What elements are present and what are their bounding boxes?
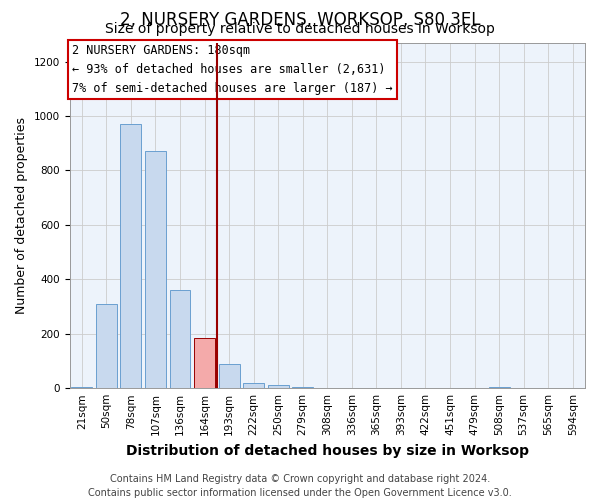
Bar [96, 304, 117, 388]
Bar [218, 364, 239, 388]
X-axis label: Distribution of detached houses by size in Worksop: Distribution of detached houses by size … [126, 444, 529, 458]
Text: Size of property relative to detached houses in Worksop: Size of property relative to detached ho… [105, 22, 495, 36]
Bar [268, 386, 289, 388]
Bar [170, 290, 190, 388]
Text: Contains HM Land Registry data © Crown copyright and database right 2024.
Contai: Contains HM Land Registry data © Crown c… [88, 474, 512, 498]
Bar [194, 338, 215, 388]
Text: 2, NURSERY GARDENS, WORKSOP, S80 3EL: 2, NURSERY GARDENS, WORKSOP, S80 3EL [120, 11, 480, 29]
Bar [121, 124, 142, 388]
Bar [488, 387, 509, 388]
Text: 2 NURSERY GARDENS: 180sqm
← 93% of detached houses are smaller (2,631)
7% of sem: 2 NURSERY GARDENS: 180sqm ← 93% of detac… [72, 44, 393, 95]
Bar [243, 382, 264, 388]
Y-axis label: Number of detached properties: Number of detached properties [15, 117, 28, 314]
Bar [145, 152, 166, 388]
Bar [71, 387, 92, 388]
